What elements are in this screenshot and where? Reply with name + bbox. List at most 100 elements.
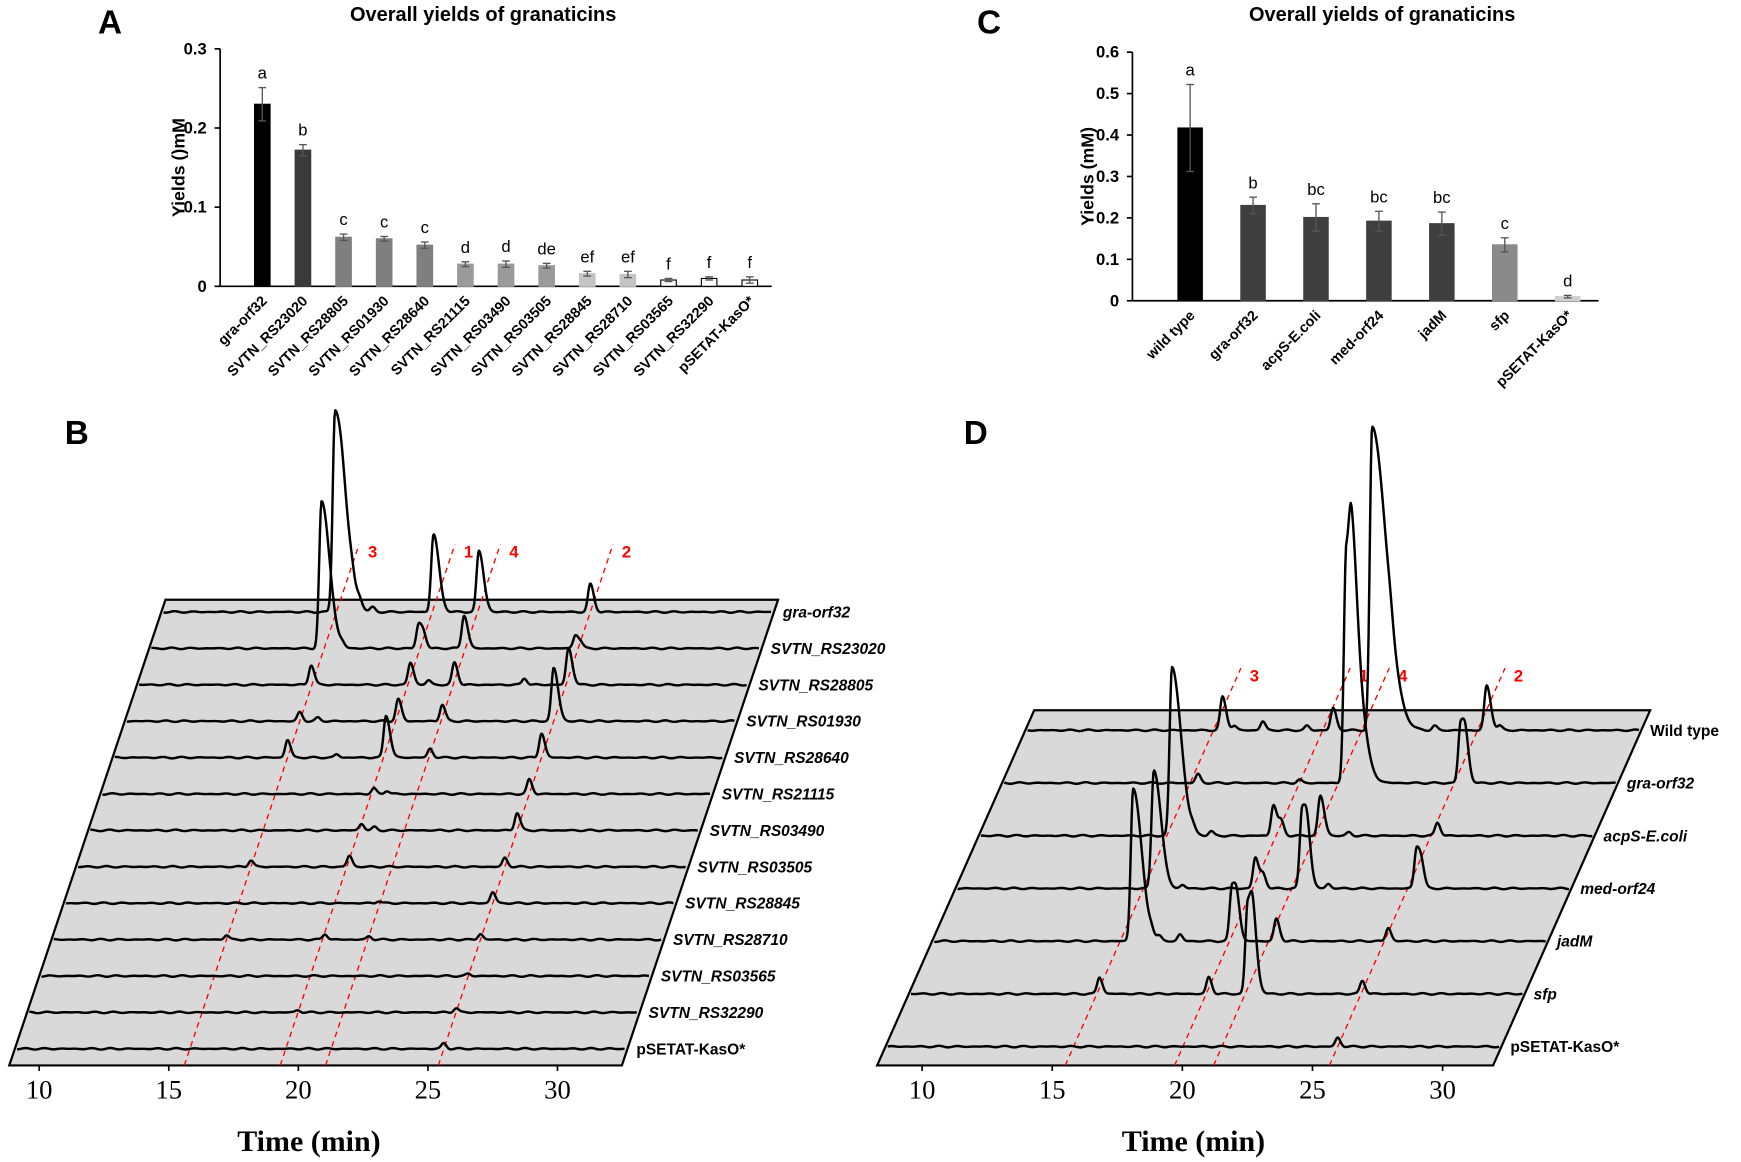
compound-marker-line <box>1328 667 1506 1066</box>
y-tick-label: 0 <box>1110 291 1119 310</box>
y-tick-label: 0.1 <box>184 198 207 217</box>
x-tick-label: 10 <box>909 1075 936 1105</box>
compound-marker-label: 4 <box>1398 666 1408 685</box>
trace-label: SVTN_RS23020 <box>771 641 886 658</box>
x-axis-label: Time (min) <box>237 1125 380 1158</box>
category-label: acpS-E.coli <box>1258 308 1324 374</box>
trace-label: pSETAT-KasO* <box>636 1041 746 1058</box>
significance-letter: f <box>666 255 671 274</box>
trace-label: Wild type <box>1650 723 1719 740</box>
significance-letter: f <box>707 253 712 272</box>
compound-marker-line <box>324 544 501 1066</box>
significance-letter: c <box>1501 214 1509 233</box>
significance-letter: d <box>461 238 470 257</box>
trace-label: SVTN_RS03490 <box>710 823 825 840</box>
trace-label: SVTN_RS21115 <box>722 787 835 804</box>
trace-label: sfp <box>1534 986 1557 1003</box>
trace-label: acpS-E.coli <box>1604 828 1688 845</box>
bar <box>1366 220 1392 302</box>
significance-letter: c <box>380 213 388 232</box>
x-tick-label: 15 <box>155 1075 182 1105</box>
y-tick-label: 0.5 <box>1096 84 1119 103</box>
chromatogram-plane <box>875 709 1652 1067</box>
chromatogram-trace <box>114 714 723 760</box>
trace-label: SVTN_RS28805 <box>758 677 873 694</box>
chart-title: Overall yields of granaticins <box>1249 4 1515 26</box>
bar <box>1240 204 1266 302</box>
chromatogram-trace <box>933 787 1547 944</box>
significance-letter: ef <box>580 247 594 266</box>
x-tick-label: 30 <box>544 1075 571 1105</box>
y-tick-label: 0.6 <box>1096 43 1119 62</box>
chromatogram-trace <box>163 409 772 614</box>
x-tick-label: 10 <box>26 1075 53 1105</box>
compound-marker-label: 3 <box>1250 666 1259 685</box>
x-tick-label: 15 <box>1039 1075 1066 1105</box>
chromatogram-trace <box>16 1041 626 1051</box>
compound-marker-line <box>279 544 456 1066</box>
trace-label: SVTN_RS28845 <box>685 896 800 913</box>
trace-label: gra-orf32 <box>1626 776 1695 793</box>
compound-marker-line <box>183 544 360 1066</box>
chromatogram-trace <box>41 972 650 978</box>
trace-label: SVTN_RS03505 <box>697 859 812 876</box>
chromatogram-trace <box>1027 425 1640 733</box>
compound-marker-label: 2 <box>622 543 631 562</box>
compound-marker-line <box>437 544 614 1066</box>
significance-letter: bc <box>1433 188 1451 207</box>
significance-letter: b <box>1248 173 1257 192</box>
compound-marker-line <box>1064 667 1242 1066</box>
trace-label: SVTN_RS32290 <box>649 1005 764 1022</box>
panel-b-chromatograms: 3 1 4 2 gra-orf32 SVTN_RS23020 SVTN_RS28805 SVT… <box>7 409 886 1158</box>
significance-letter: c <box>339 210 347 229</box>
chromatogram-trace <box>980 665 1593 838</box>
category-label: sfp <box>1487 308 1514 335</box>
y-tick-label: 0 <box>198 277 207 296</box>
y-axis-label: Yields (mM) <box>1078 127 1098 226</box>
significance-letter: de <box>537 240 556 259</box>
y-tick-label: 0.4 <box>1096 126 1120 145</box>
bar <box>335 236 352 287</box>
trace-label: pSETAT-KasO* <box>1510 1039 1620 1056</box>
compound-marker-label: 1 <box>464 543 473 562</box>
category-label: wild type <box>1143 308 1199 364</box>
significance-letter: bc <box>1370 187 1388 206</box>
bar <box>538 265 555 287</box>
bar <box>253 103 271 287</box>
y-axis-label: Yields ()mM <box>169 118 189 217</box>
chromatogram-trace <box>1003 501 1617 785</box>
chromatogram-trace <box>887 1036 1500 1049</box>
x-tick-label: 25 <box>415 1075 442 1105</box>
significance-letter: ef <box>621 247 635 266</box>
panel-letter-d: D <box>964 415 988 452</box>
x-axis-label: Time (min) <box>1122 1125 1265 1158</box>
y-tick-label: 0.3 <box>1096 167 1119 186</box>
significance-letter: b <box>298 121 307 140</box>
compound-marker-label: 2 <box>1514 666 1523 685</box>
chromatogram-trace <box>150 500 760 651</box>
panel-c-bar-chart: Overall yields of granaticins 0 0.1 0.2 0.3 0… <box>1078 4 1599 391</box>
significance-letter: d <box>1563 272 1572 291</box>
compound-marker-label: 1 <box>1359 666 1368 685</box>
compound-marker-line <box>1173 667 1351 1066</box>
chromatogram-trace <box>910 889 1523 996</box>
x-tick-label: 30 <box>1429 1075 1456 1105</box>
x-tick-label: 20 <box>1169 1075 1196 1105</box>
significance-letter: c <box>421 218 429 237</box>
panel-d-chromatograms: 3 1 4 2 Wild type gra-orf32 acpS-E.coli med-orf… <box>875 425 1719 1158</box>
y-tick-label: 0.2 <box>184 119 207 138</box>
chart-title: Overall yields of granaticins <box>350 4 616 26</box>
chromatogram-trace <box>89 812 699 833</box>
chromatogram-trace <box>28 1007 638 1015</box>
bar <box>416 244 434 287</box>
chromatogram-trace <box>102 777 711 796</box>
trace-label: jadM <box>1555 934 1593 951</box>
category-label: med-orf24 <box>1327 308 1388 369</box>
chromatogram-trace <box>957 769 1570 891</box>
trace-label: SVTN_RS28710 <box>673 932 788 949</box>
x-tick-label: 20 <box>285 1075 312 1105</box>
panel-letter-b: B <box>65 415 89 452</box>
trace-label: gra-orf32 <box>782 605 851 622</box>
panel-letter-a: A <box>98 4 122 41</box>
